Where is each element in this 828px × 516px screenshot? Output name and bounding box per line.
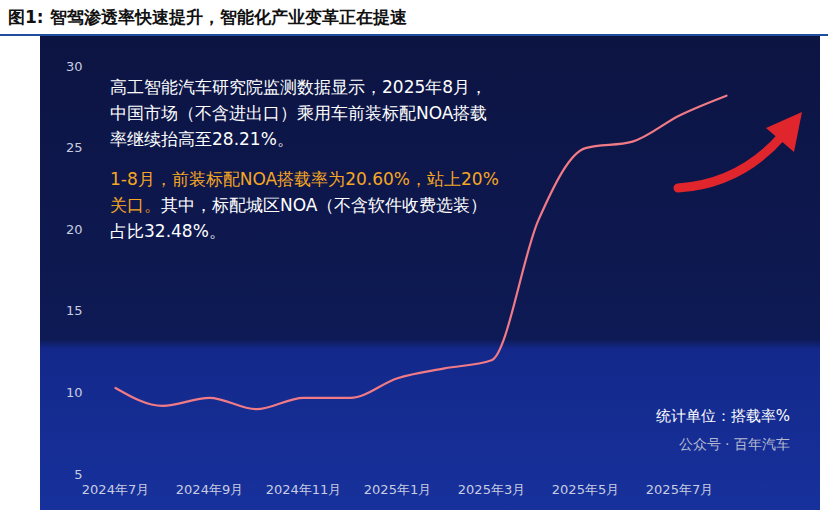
svg-text:2025年1月: 2025年1月 (364, 482, 431, 497)
html-text:高工智能汽车研究院监测数据显示，2025年8月，中国市场（不: 高工智能汽车研究院监测数据显示，2025年8月，中国市场（不含进出口）乘用车前装… (110, 77, 488, 149)
svg-text:10: 10 (66, 385, 83, 400)
html-text:统计单位：搭载率%: 统计单位：搭载率% (655, 407, 790, 425)
svg-text:25: 25 (66, 140, 83, 155)
svg-text:2024年9月: 2024年9月 (176, 482, 243, 497)
svg-text:2025年3月: 2025年3月 (458, 482, 525, 497)
svg-text:2024年7月: 2024年7月 (82, 482, 149, 497)
html-text:公众号 · 百年汽车: 公众号 · 百年汽车 (678, 436, 790, 452)
svg-text:15: 15 (66, 303, 83, 318)
svg-text:2025年7月: 2025年7月 (646, 482, 713, 497)
svg-text:5: 5 (74, 467, 82, 482)
html-text:图1: 智驾渗透率快速提升，智能化产业变革正在提速: 图1: 智驾渗透率快速提升，智能化产业变革正在提速 (8, 7, 407, 27)
svg-text:20: 20 (66, 222, 83, 237)
svg-text:2024年11月: 2024年11月 (266, 482, 342, 497)
svg-text:30: 30 (66, 59, 83, 74)
svg-text:2025年5月: 2025年5月 (552, 482, 619, 497)
html-text:1-8月，前装标配NOA搭载率为20.60%，站上20%关口: 1-8月，前装标配NOA搭载率为20.60%，站上20%关口。其中，标配城区NO… (110, 169, 499, 241)
